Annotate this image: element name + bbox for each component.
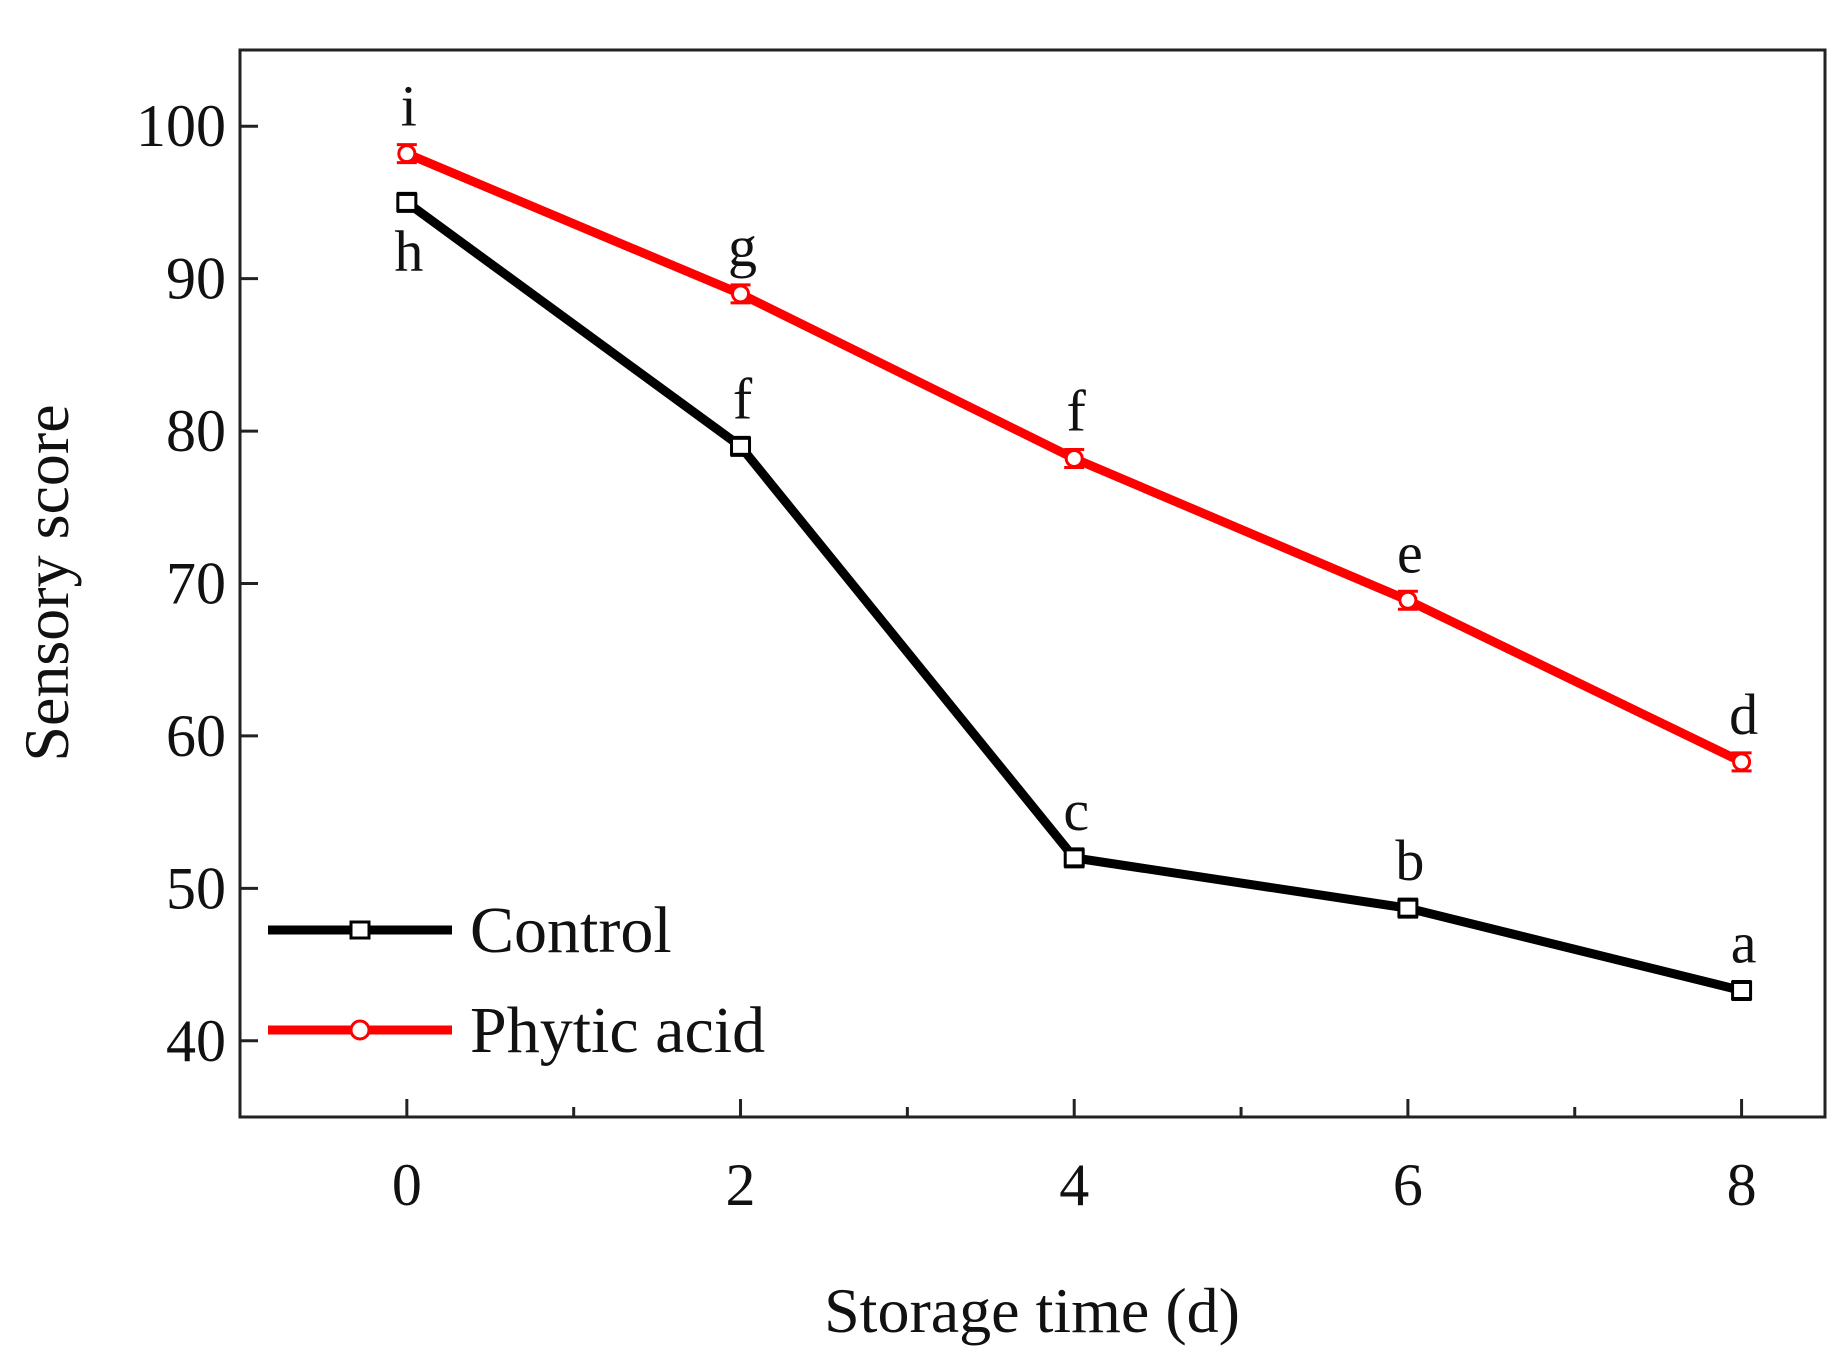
point-label: b <box>1395 828 1424 893</box>
data-point <box>1731 980 1753 1000</box>
data-point <box>1398 590 1418 610</box>
point-label: f <box>733 366 753 431</box>
point-label: g <box>728 214 757 279</box>
y-tick-label: 80 <box>166 398 226 464</box>
x-tick-label: 2 <box>726 1152 756 1218</box>
legend-marker <box>349 1019 371 1041</box>
y-tick-label: 90 <box>166 246 226 312</box>
data-point <box>1732 752 1752 772</box>
y-tick-label: 100 <box>136 93 226 159</box>
data-point <box>731 284 751 304</box>
series-line <box>404 198 1743 995</box>
point-label: a <box>1731 910 1757 975</box>
legend-marker <box>349 920 371 940</box>
point-label: d <box>1729 682 1758 747</box>
x-tick-label: 4 <box>1059 1152 1089 1218</box>
data-point <box>1397 898 1419 918</box>
point-label: i <box>401 74 417 139</box>
y-tick-label: 70 <box>166 551 226 617</box>
series-layer: h f c b a i g f e d <box>394 74 1758 1001</box>
data-point <box>730 436 752 456</box>
x-tick-label: 8 <box>1727 1152 1757 1218</box>
data-point <box>396 192 418 212</box>
y-tick-label: 60 <box>166 703 226 769</box>
y-tick-label: 40 <box>166 1008 226 1074</box>
x-axis-title: Storage time (d) <box>824 1275 1240 1346</box>
legend-label: Control <box>470 894 672 967</box>
point-label: h <box>394 218 423 283</box>
legend-label: Phytic acid <box>470 994 765 1067</box>
y-tick-label: 50 <box>166 855 226 921</box>
y-axis-title: Sensory score <box>11 404 82 761</box>
point-label: c <box>1063 778 1089 843</box>
x-axis: 0 2 4 6 8 <box>392 1099 1757 1218</box>
x-tick-label: 6 <box>1393 1152 1423 1218</box>
series-phytic-acid: i g f e d <box>396 74 1758 773</box>
legend: Control Phytic acid <box>268 894 765 1067</box>
point-label: f <box>1067 379 1087 444</box>
data-point <box>1064 449 1084 469</box>
data-point <box>397 144 417 164</box>
point-label: e <box>1397 520 1423 585</box>
x-tick-label: 0 <box>392 1152 422 1218</box>
series-control: h f c b a <box>394 191 1757 1001</box>
y-axis: 40 50 60 70 80 90 100 <box>136 93 258 1074</box>
data-point <box>1063 848 1085 868</box>
